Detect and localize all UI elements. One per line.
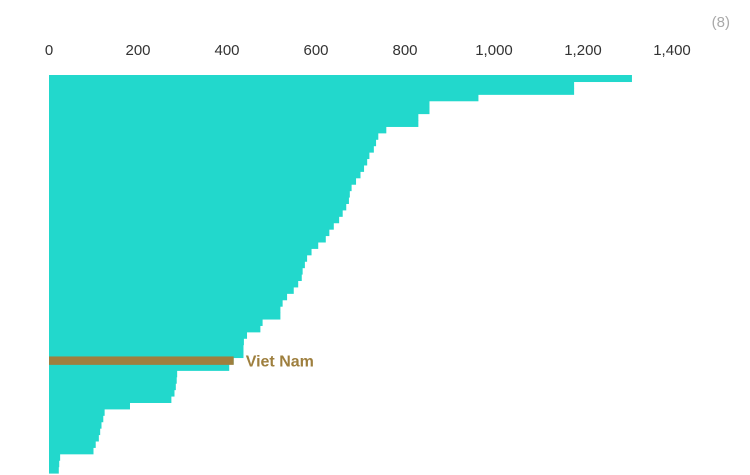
bar (49, 306, 281, 314)
bar (49, 466, 59, 474)
bar (49, 363, 230, 371)
bar (49, 139, 377, 147)
x-axis-ticks: 0 200 400 600 800 1,000 1,200 1,400 (45, 42, 691, 59)
bar (49, 107, 430, 115)
highlight-label: Viet Nam (246, 354, 314, 371)
bar (49, 100, 430, 108)
bar (49, 299, 283, 307)
bar (49, 434, 99, 442)
bar (49, 428, 101, 436)
bar (49, 241, 319, 249)
bar (49, 318, 263, 326)
bar (49, 235, 326, 243)
bar (49, 280, 299, 288)
x-tick-label: 200 (125, 42, 150, 59)
bar (49, 190, 350, 198)
bar (49, 254, 308, 262)
bar (49, 87, 575, 95)
bar (49, 293, 288, 301)
bar (49, 312, 281, 320)
bar (49, 286, 294, 294)
bar (49, 171, 361, 179)
bar (49, 177, 357, 185)
x-tick-label: 1,200 (564, 42, 602, 59)
bar (49, 389, 175, 397)
bar (49, 261, 305, 269)
bar (49, 447, 94, 455)
bar (49, 113, 419, 121)
bar (49, 209, 343, 217)
bar (49, 164, 365, 172)
bar (49, 126, 387, 134)
bar (49, 81, 575, 89)
bar (49, 338, 244, 346)
bar (49, 402, 130, 410)
bar (49, 184, 352, 192)
bar (49, 222, 334, 230)
highlight-bar (49, 356, 234, 365)
bar (49, 196, 349, 204)
x-tick-label: 1,000 (475, 42, 513, 59)
bar (49, 274, 302, 282)
bar (49, 395, 172, 403)
bar (49, 460, 60, 468)
highlight-label-group: Viet Nam (246, 354, 314, 371)
bar (49, 216, 340, 224)
bar (49, 415, 104, 423)
bar (49, 203, 347, 211)
bar (49, 408, 105, 416)
bar (49, 132, 379, 140)
bar (49, 94, 479, 102)
x-tick-label: 600 (303, 42, 328, 59)
x-tick-label: 400 (214, 42, 239, 59)
x-tick-label: 1,400 (653, 42, 691, 59)
x-tick-label: 800 (392, 42, 417, 59)
bar (49, 145, 374, 153)
bar (49, 331, 248, 339)
bar (49, 376, 177, 384)
chart-badge: (8) (712, 14, 730, 31)
bar (49, 229, 330, 237)
bar (49, 248, 312, 256)
bar (49, 421, 102, 429)
bar (49, 158, 368, 166)
bar (49, 351, 244, 359)
bar (49, 75, 632, 83)
bar (49, 119, 419, 127)
bar (49, 267, 303, 275)
bar (49, 453, 61, 461)
bar (49, 383, 176, 391)
bar (49, 440, 96, 448)
bar (49, 344, 244, 352)
bars (49, 75, 632, 474)
x-tick-label: 0 (45, 42, 53, 59)
bar (49, 152, 370, 160)
bar (49, 325, 261, 333)
bar (49, 370, 178, 378)
